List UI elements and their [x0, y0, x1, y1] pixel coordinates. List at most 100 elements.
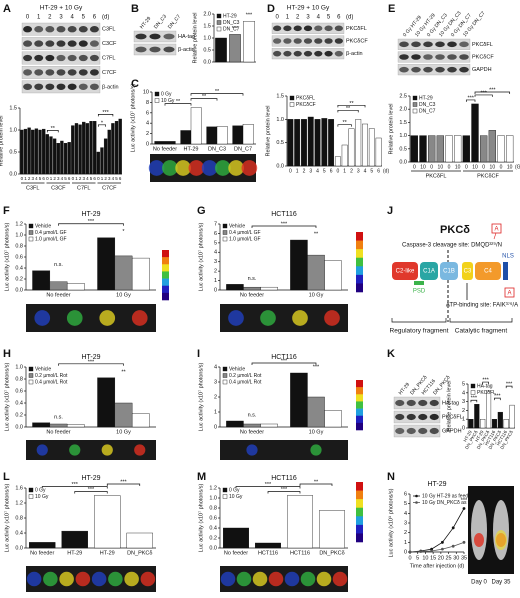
y-tick-label: 2	[462, 408, 465, 414]
blot-band	[435, 41, 445, 48]
significance-bracket	[505, 385, 513, 389]
bar	[474, 404, 480, 429]
y-tick-label: 1.0	[9, 127, 17, 133]
luminescence	[108, 571, 123, 587]
atp-site: ATP-binding site: FAIK³⁷⁶/A	[446, 302, 518, 309]
panel-label: D	[267, 3, 275, 15]
luminescence	[66, 310, 83, 326]
significance-bracket	[106, 483, 141, 486]
blot-band	[324, 50, 333, 57]
bar	[480, 419, 486, 429]
legend-marker	[415, 501, 418, 504]
blot-band	[135, 46, 147, 53]
bar	[287, 119, 294, 167]
significance-label: ***	[232, 26, 239, 32]
lane-label: 0	[26, 15, 30, 21]
y-tick-label: 1.0	[15, 232, 23, 238]
panel-label: N	[387, 471, 395, 483]
bar	[307, 254, 325, 291]
y-tick-label: 1.5	[276, 93, 284, 99]
blot-band	[23, 40, 33, 47]
legend-swatch	[222, 494, 228, 499]
blot-band	[423, 41, 433, 48]
y-tick-label: 4	[404, 511, 407, 517]
domain-c2	[392, 262, 418, 280]
bar	[509, 404, 515, 429]
bar	[294, 119, 301, 167]
series-line	[409, 508, 465, 553]
x-tick-label: 10	[420, 164, 426, 170]
x-tick-label: 1	[24, 176, 27, 181]
y-tick-label: 6	[404, 491, 407, 497]
bar	[491, 419, 497, 429]
luminescence	[236, 571, 252, 587]
legend-swatch	[222, 487, 228, 493]
color-bar	[162, 278, 169, 287]
bar	[111, 123, 115, 175]
y-axis-label: Luc activity (x10⁹ photons/s)	[387, 488, 394, 557]
domain-c4	[475, 262, 501, 280]
x-tick-label: 4	[35, 176, 38, 181]
blot-band	[293, 25, 302, 32]
bar	[445, 135, 453, 163]
luminescence	[260, 310, 276, 326]
luminescence	[34, 310, 51, 326]
bar	[287, 495, 314, 549]
bar	[66, 424, 85, 428]
blot-band	[56, 54, 66, 62]
blot-band	[67, 69, 77, 76]
y-tick-label: 0	[214, 424, 217, 430]
x-tick-label: 6	[93, 176, 96, 181]
blot-band	[429, 399, 439, 407]
bar	[355, 119, 362, 167]
bar	[375, 137, 382, 167]
x-tick-label: 10	[472, 164, 478, 170]
blot-band	[314, 25, 323, 32]
bar	[93, 120, 97, 175]
y-tick-label: 0.8	[15, 243, 23, 249]
bar	[126, 532, 153, 549]
blot-band	[23, 54, 33, 62]
blot-band	[293, 38, 302, 44]
domain-label: C2-like	[396, 269, 415, 275]
point	[441, 547, 444, 551]
blot-band	[435, 66, 445, 73]
blot-band	[273, 38, 282, 44]
blot-band	[293, 50, 302, 57]
significance-label: **	[51, 126, 56, 132]
legend-label: 0.2 µmol/L Rot	[229, 373, 262, 379]
bar	[49, 423, 68, 428]
significance-label: ***	[120, 479, 127, 485]
legend-swatch	[154, 98, 160, 103]
chart-title: HT-29	[427, 481, 446, 488]
y-tick-label: 0.5	[399, 146, 407, 152]
blot-band	[34, 40, 44, 47]
y-tick-label: 2.5	[399, 93, 407, 99]
legend-label: 10 Gy DN_PKCδ as feeder	[422, 500, 482, 506]
color-bar	[356, 380, 363, 388]
y-tick-label: 0	[146, 141, 149, 147]
luminescence	[215, 160, 231, 176]
bar	[97, 377, 116, 428]
x-tick-label: 10 Gy	[309, 292, 324, 298]
significance-label: ***	[281, 358, 288, 364]
panel-label: I	[197, 348, 200, 360]
significance-bracket	[474, 91, 511, 94]
legend-swatch	[412, 102, 418, 107]
y-tick-label: 0	[214, 287, 217, 293]
x-tick-label: 0	[430, 164, 433, 170]
significance-label: ***	[88, 487, 95, 493]
row-label: HA-tag	[442, 400, 459, 406]
y-tick-label: 0.2	[15, 412, 23, 418]
point	[462, 507, 466, 510]
image-strip	[220, 440, 348, 460]
luminescence	[99, 310, 116, 326]
y-tick-label: 0.8	[15, 376, 23, 382]
legend-swatch	[412, 108, 418, 114]
blot-band	[45, 69, 55, 76]
significance-bracket	[190, 98, 218, 101]
bar	[226, 420, 244, 428]
significance-label: ***	[506, 382, 513, 388]
color-bar	[356, 408, 363, 417]
bar	[29, 542, 56, 549]
